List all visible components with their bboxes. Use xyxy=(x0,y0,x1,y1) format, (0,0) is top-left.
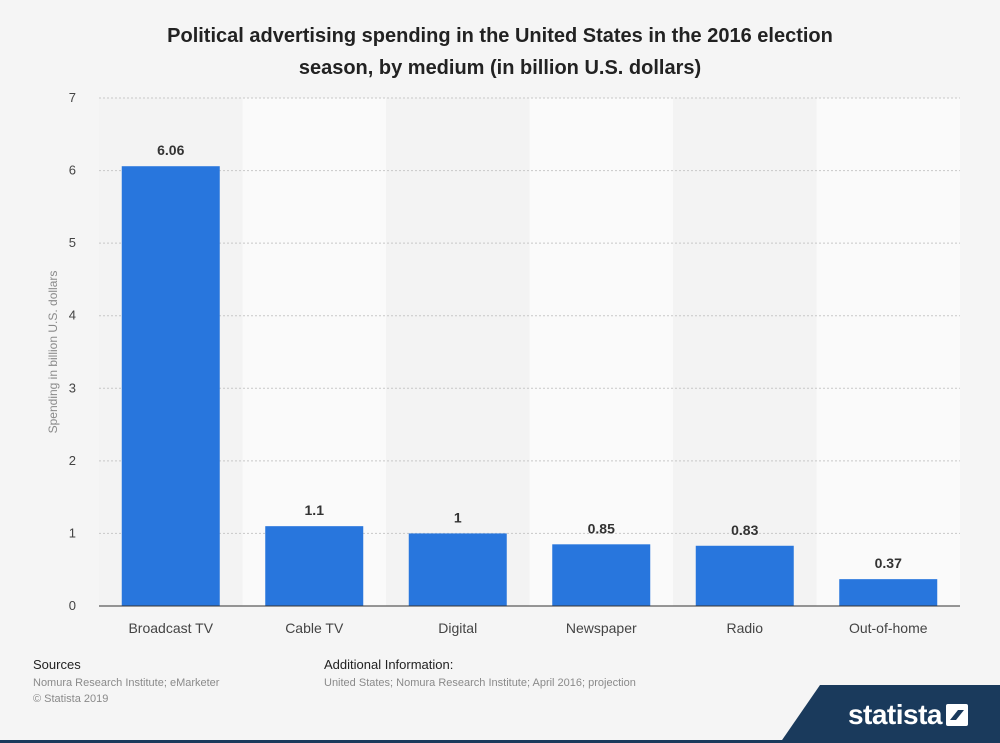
bar-value-label: 0.37 xyxy=(875,555,902,571)
y-axis-label: Spending in billion U.S. dollars xyxy=(46,271,60,434)
chart-title-line1: Political advertising spending in the Un… xyxy=(167,25,833,47)
y-tick-label: 1 xyxy=(69,525,76,540)
x-tick-label: Broadcast TV xyxy=(128,620,213,636)
category-band xyxy=(816,98,960,606)
sources-heading: Sources xyxy=(33,657,81,672)
y-tick-label: 7 xyxy=(69,90,76,105)
x-tick-label: Digital xyxy=(438,620,477,636)
y-tick-label: 0 xyxy=(69,598,76,613)
x-axis-ticks: Broadcast TV Cable TV Digital Newspaper Radi… xyxy=(128,620,927,636)
statista-logo[interactable] xyxy=(780,685,1000,743)
chart-title-line2: season, by medium (in billion U.S. dolla… xyxy=(298,57,702,79)
additional-info-text: United States; Nomura Research Institute… xyxy=(324,677,636,689)
y-tick-label: 5 xyxy=(69,235,76,250)
y-tick-label: 3 xyxy=(69,380,76,395)
bar[interactable] xyxy=(121,166,220,606)
bar-value-label: 0.83 xyxy=(731,522,758,538)
bar-value-label: 0.85 xyxy=(588,520,615,536)
category-band xyxy=(386,98,530,606)
additional-info-heading: Additional Information: xyxy=(324,657,454,672)
bar[interactable] xyxy=(552,544,651,606)
bar[interactable] xyxy=(408,533,507,606)
category-band xyxy=(673,98,817,606)
bars xyxy=(121,166,938,606)
bar[interactable] xyxy=(695,545,794,606)
bar-value-label: 1 xyxy=(454,509,462,525)
x-tick-label: Out-of-home xyxy=(849,620,928,636)
y-axis-ticks: 0 1 2 3 4 5 6 7 xyxy=(69,90,76,613)
category-bands xyxy=(99,98,960,606)
value-labels: 6.06 1.1 1 0.85 0.83 0.37 xyxy=(157,142,902,571)
x-tick-label: Newspaper xyxy=(566,620,637,636)
bar[interactable] xyxy=(839,579,938,606)
bar[interactable] xyxy=(265,526,364,606)
sources-text: Nomura Research Institute; eMarketer xyxy=(33,677,220,689)
bar-value-label: 6.06 xyxy=(157,142,184,158)
gridlines xyxy=(99,97,960,534)
bottom-accent-line xyxy=(0,740,1000,743)
copyright-text: © Statista 2019 xyxy=(33,693,109,705)
y-tick-label: 6 xyxy=(69,163,76,178)
x-tick-label: Radio xyxy=(726,620,763,636)
statista-flag-icon xyxy=(946,704,968,726)
statista-wordmark: statista xyxy=(847,699,943,730)
chart-title: Political advertising spending in the Un… xyxy=(0,20,1000,84)
y-tick-label: 4 xyxy=(69,308,76,323)
bar-chart: 0 1 2 3 4 5 6 7 6.06 1.1 1 0.85 0.83 0.37 Broadcast … xyxy=(46,90,960,636)
sources-block: Sources Nomura Research Institute; eMark… xyxy=(33,657,219,707)
category-band xyxy=(529,98,673,606)
category-band xyxy=(242,98,386,606)
additional-info-block: Additional Information: United States; N… xyxy=(324,657,636,691)
x-tick-label: Cable TV xyxy=(285,620,344,636)
y-tick-label: 2 xyxy=(69,453,76,468)
bar-value-label: 1.1 xyxy=(305,502,325,518)
